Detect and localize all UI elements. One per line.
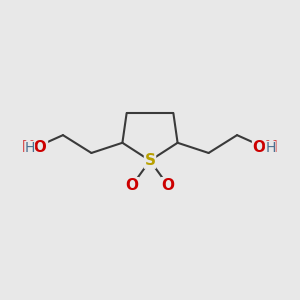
Text: H: H [265, 141, 276, 155]
Text: OH: OH [253, 140, 278, 155]
Text: O: O [161, 178, 174, 193]
Text: S: S [145, 153, 155, 168]
Text: HO: HO [22, 140, 47, 155]
Text: O: O [126, 178, 139, 193]
Text: H: H [24, 141, 35, 155]
